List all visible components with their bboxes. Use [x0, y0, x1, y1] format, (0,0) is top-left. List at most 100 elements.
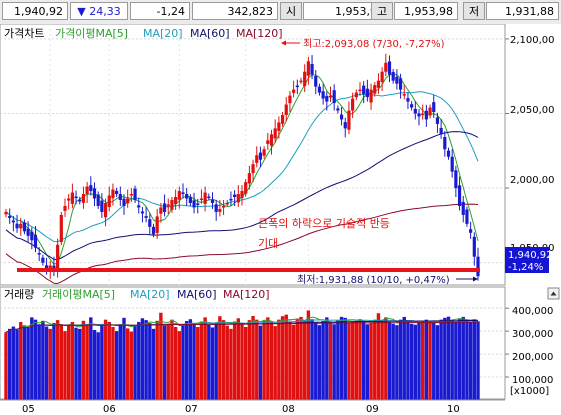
price-y-tick: 2,050,00	[510, 105, 555, 116]
candle-body	[229, 198, 233, 201]
volume-bar	[63, 331, 67, 400]
candle-body	[461, 201, 465, 215]
candle-body	[380, 71, 384, 83]
volume-bar	[210, 327, 215, 400]
candle-body	[328, 95, 333, 98]
candle-body	[74, 196, 78, 199]
volume-bar	[159, 312, 163, 400]
candle-body	[373, 85, 377, 94]
candle-body	[33, 234, 38, 248]
high-label: 고	[371, 2, 393, 20]
volume-bar	[140, 318, 145, 400]
candle-body	[174, 197, 178, 205]
volume-bar	[317, 325, 322, 400]
volume-bar	[111, 327, 115, 400]
candle-body	[140, 211, 145, 214]
volume-bar	[306, 310, 311, 400]
volume-bar	[332, 324, 336, 400]
price-gridlines	[0, 24, 509, 400]
volume-y-axis: 400,000 300,000 200,000 100,000 [x1000]	[510, 306, 553, 397]
volume-y-tick: 300,000	[512, 329, 553, 340]
price-y-tick: 2,100,00	[510, 35, 555, 46]
volume-bar	[74, 327, 78, 400]
volume-bar	[465, 321, 469, 400]
volume-bar	[398, 319, 403, 400]
ma60-line	[5, 131, 479, 261]
volume-bar	[203, 317, 207, 400]
legend-ma5: 가격이평MA[5]	[55, 27, 128, 40]
candle-body	[244, 182, 248, 194]
candle-body	[325, 95, 329, 102]
candle-body	[435, 117, 440, 124]
low-annotation: 최저:1,931,88 (10/10, +0,47%)	[297, 274, 478, 286]
volume-bar	[177, 331, 182, 400]
candle-body	[410, 104, 414, 108]
legend-ma20: MA[20]	[143, 27, 183, 40]
comment-line-1: 큰폭의 하락으로 기술적 반등	[258, 216, 390, 230]
comment-line-2: 기대	[258, 237, 278, 250]
candle-body	[321, 91, 325, 99]
volume-bar	[66, 325, 71, 400]
candle-body	[133, 188, 137, 200]
candle-body	[432, 102, 436, 112]
volume-bar	[103, 319, 108, 400]
volume-y-tick: 400,000	[512, 306, 553, 317]
volume-bar	[472, 319, 477, 400]
candle-body	[376, 80, 381, 88]
candle-body	[218, 208, 222, 212]
candle-body	[177, 191, 181, 200]
candle-body	[421, 113, 425, 116]
candle-body	[96, 194, 100, 206]
volume-bar	[92, 329, 97, 400]
candle-body	[67, 198, 71, 201]
low-annotation-text: 최저:1,931,88 (10/10, +0,47%)	[297, 274, 450, 286]
low-price: 1,931,88	[486, 2, 559, 20]
volume-bar	[376, 313, 381, 400]
volume-bar	[137, 321, 141, 400]
volume-bar	[325, 317, 329, 400]
left-arrow-icon	[281, 40, 286, 46]
candle-body	[192, 200, 196, 208]
volume-bar	[30, 317, 34, 400]
volume-bar	[446, 316, 451, 400]
candle-body	[240, 191, 244, 199]
volume-bar	[184, 321, 189, 400]
candle-body	[446, 150, 451, 157]
volume-bar	[225, 325, 229, 400]
volume-bar	[354, 320, 359, 400]
candle-body	[269, 134, 274, 146]
panel-collapse-button[interactable]	[547, 287, 560, 300]
volume-bar	[269, 322, 274, 400]
price-volume-chart: 2,100,00 2,050,00 2,000,00 1,950,00 가격차트…	[0, 24, 561, 415]
high-annotation-text: 최고:2,093,08 (7/30, -7,27%)	[303, 38, 445, 50]
volume-bar	[284, 314, 288, 400]
vol-ma120-line	[5, 321, 478, 333]
candle-body	[266, 140, 270, 144]
volume-bar	[310, 319, 314, 400]
volume-bar	[41, 320, 45, 400]
current-price: 1,940,92	[2, 2, 68, 20]
volume-bar	[129, 331, 134, 400]
volume-bar	[428, 321, 432, 400]
candle-body	[465, 209, 469, 224]
candle-body	[137, 205, 141, 208]
candle-body	[221, 205, 226, 208]
last-price-value: 1,940,92	[508, 250, 553, 261]
volume-bar	[22, 325, 27, 400]
volume-bar	[406, 321, 410, 400]
volume-bar	[461, 316, 465, 400]
candle-body	[295, 85, 299, 88]
volume-bar	[44, 326, 49, 400]
candle-body	[22, 222, 27, 232]
candle-body	[85, 186, 89, 195]
volume-bar	[328, 323, 333, 400]
candle-body	[11, 220, 15, 223]
candle-body	[336, 108, 340, 111]
candle-body	[476, 256, 480, 277]
change-percent: -1,24	[130, 2, 190, 20]
legend-vol-ma60: MA[60]	[177, 288, 217, 301]
volume-bar	[59, 324, 64, 400]
legend-ma60: MA[60]	[190, 27, 230, 40]
volume-bar	[350, 321, 355, 400]
volume-bar	[214, 322, 218, 400]
